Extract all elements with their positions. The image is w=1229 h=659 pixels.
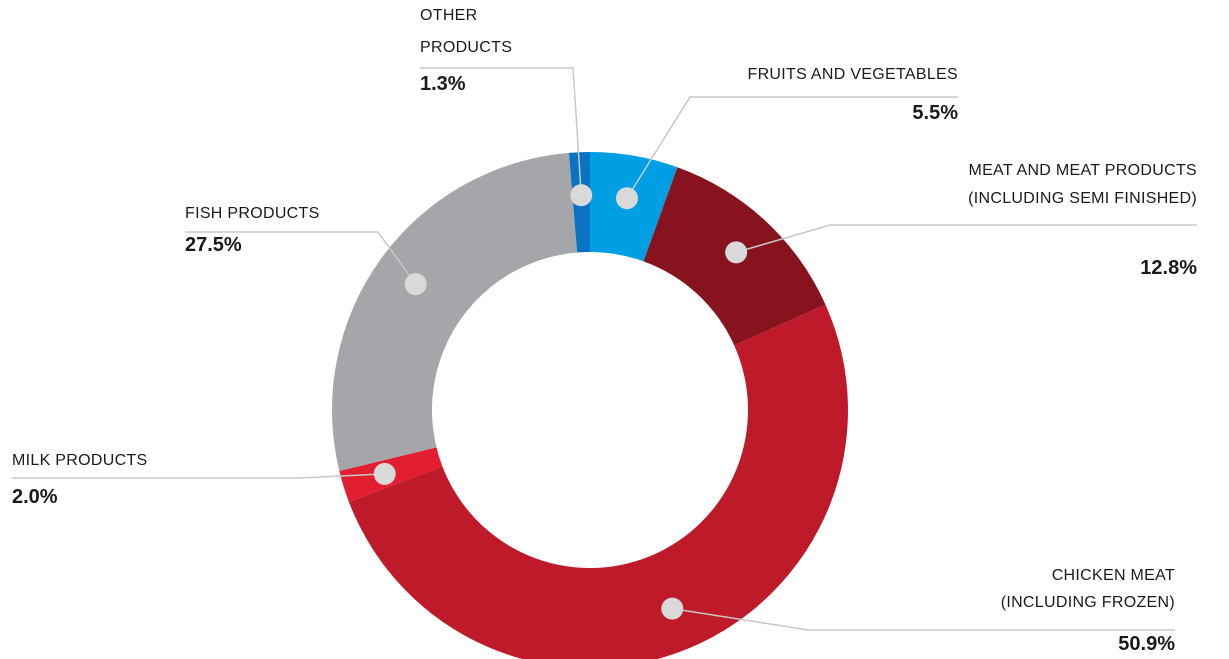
category-label: FRUITS AND VEGETABLES (748, 66, 959, 83)
value-label: 27.5% (185, 234, 242, 256)
slice-marker (373, 462, 396, 485)
category-label: MEAT AND MEAT PRODUCTS (INCLUDING SEMI FI… (968, 162, 1197, 207)
donut-slice (348, 304, 848, 659)
leader-line (420, 67, 582, 196)
category-label: CHICKEN MEAT (INCLUDING FROZEN) (1001, 567, 1175, 611)
category-label: MILK PRODUCTS (12, 452, 147, 469)
value-label: 50.9% (1118, 633, 1175, 655)
value-label: 12.8% (1140, 257, 1197, 279)
slice-marker (570, 184, 593, 207)
category-label: FISH PRODUCTS (185, 205, 320, 222)
value-label: 5.5% (912, 102, 958, 124)
category-label: OTHER PRODUCTS (420, 7, 512, 56)
slice-marker (615, 187, 638, 210)
slice-marker (404, 273, 427, 296)
leader-line (185, 231, 417, 285)
leader-line (735, 224, 1197, 254)
value-label: 2.0% (12, 486, 58, 508)
value-label: 1.3% (420, 73, 466, 95)
leader-line (626, 96, 958, 199)
slice-marker (725, 241, 748, 264)
leader-line (672, 607, 1175, 631)
leader-line (12, 473, 385, 479)
slice-marker (661, 597, 684, 620)
donut-slice (331, 152, 578, 472)
